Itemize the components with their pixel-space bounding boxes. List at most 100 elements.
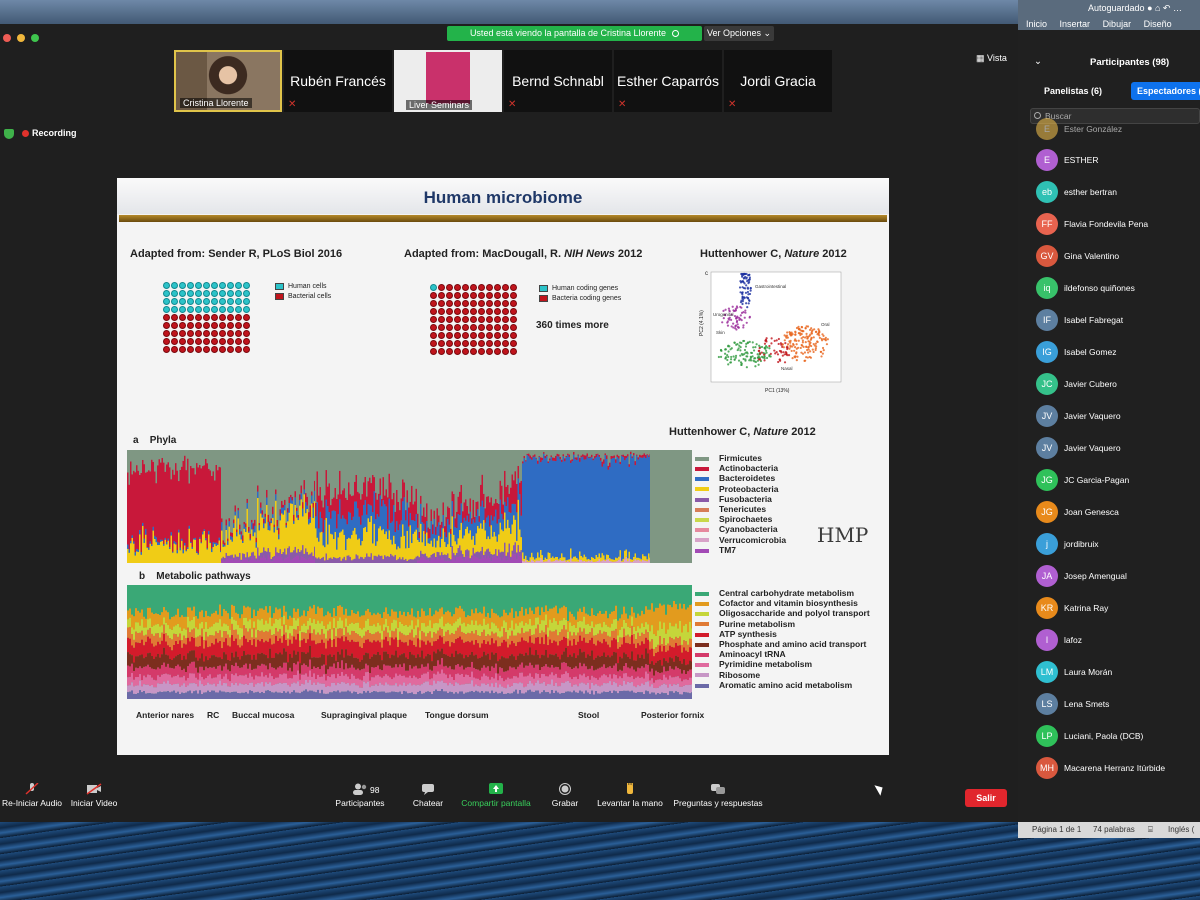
close-window-button[interactable] <box>3 34 11 42</box>
pathway-segment <box>169 585 172 620</box>
pathway-segment <box>349 655 352 668</box>
phyla-segment <box>339 450 341 471</box>
pathway-segment <box>219 641 222 658</box>
pathway-segment <box>507 684 510 694</box>
pathway-segment <box>237 613 240 626</box>
phyla-segment <box>128 450 131 485</box>
pca-point <box>739 301 743 304</box>
pathway-segment <box>177 585 180 609</box>
pathway-segment <box>329 686 332 693</box>
pathway-segment <box>213 677 216 684</box>
pathway-segment <box>563 618 566 626</box>
pathway-segment <box>421 650 424 665</box>
phyla-segment <box>299 494 301 501</box>
pathway-segment <box>575 666 578 677</box>
pathway-segment <box>373 691 376 699</box>
pathway-segment <box>137 632 140 643</box>
pathway-segment <box>219 690 222 699</box>
pathway-segment <box>567 645 570 658</box>
pathway-segment <box>563 585 566 606</box>
pathway-segment <box>285 640 288 652</box>
pathway-segment <box>333 608 336 619</box>
pathway-segment <box>395 585 398 612</box>
pathway-segment <box>243 625 246 636</box>
pathway-segment <box>595 669 598 679</box>
pathway-segment <box>305 633 308 643</box>
minimize-window-button[interactable] <box>17 34 25 42</box>
phyla-segment <box>288 502 291 513</box>
pathway-segment <box>555 653 558 667</box>
phyla-segment <box>311 495 313 504</box>
pathway-segment <box>389 637 392 646</box>
pathway-segment <box>511 654 514 668</box>
pathway-segment <box>195 637 198 647</box>
phyla-segment <box>160 539 162 542</box>
pathway-segment <box>469 691 472 699</box>
phyla-segment <box>257 491 259 498</box>
pathway-segment <box>205 685 208 693</box>
phyla-segment <box>615 450 617 460</box>
phyla-segment <box>264 523 267 551</box>
phyla-segment <box>331 510 334 535</box>
phyla-segment <box>139 529 141 535</box>
phyla-segment <box>314 554 316 563</box>
pathway-segment <box>419 585 422 617</box>
pathway-segment <box>347 655 350 669</box>
phyla-segment <box>275 450 277 490</box>
video-tile-jordi[interactable]: Jordi Gracia ✕ <box>724 50 832 112</box>
phyla-segment <box>630 561 632 563</box>
video-tile-cristina[interactable]: Cristina Llorente <box>174 50 282 112</box>
pathway-segment <box>277 609 280 620</box>
maximize-window-button[interactable] <box>31 34 39 42</box>
video-tile-liver-seminars[interactable]: Liver Seminars <box>394 50 502 112</box>
pathway-segment <box>467 692 470 699</box>
pathway-segment <box>415 657 418 666</box>
pathway-segment <box>477 691 480 699</box>
video-tile-ruben[interactable]: Rubén Francés ✕ <box>284 50 392 112</box>
pathway-segment <box>213 666 216 678</box>
cell-dot <box>486 348 493 355</box>
pca-point <box>734 354 738 358</box>
pathway-segment <box>415 585 418 618</box>
pathway-segment <box>599 610 602 624</box>
view-options-button[interactable]: Ver Opciones ⌄ <box>704 26 774 41</box>
phyla-segment <box>142 522 144 526</box>
pca-point <box>751 341 754 344</box>
pathway-segment <box>423 585 426 612</box>
phyla-segment <box>630 450 632 452</box>
phyla-segment <box>163 545 165 563</box>
pathway-segment <box>463 658 466 670</box>
phyla-segment <box>522 461 524 464</box>
phyla-segment <box>414 501 416 521</box>
view-layout-button[interactable]: ▦ Vista <box>976 53 1007 63</box>
pathway-segment <box>295 620 298 630</box>
pathway-segment <box>537 673 540 681</box>
pca-point <box>765 356 769 360</box>
phyla-segment <box>622 561 625 563</box>
phyla-segment <box>576 457 578 460</box>
pathway-segment <box>223 609 226 624</box>
pathway-segment <box>233 619 236 630</box>
pathway-segment <box>151 693 154 699</box>
pca-group-label: Oral <box>821 322 830 327</box>
pathway-segment <box>571 679 574 687</box>
phyla-segment <box>303 494 306 554</box>
video-tile-bernd[interactable]: Bernd Schnabl ✕ <box>504 50 612 112</box>
pathway-segment <box>365 610 368 621</box>
pathway-segment <box>423 641 426 659</box>
pathway-segment <box>525 585 528 609</box>
phyla-segment <box>306 450 309 497</box>
phyla-segment <box>287 548 289 557</box>
pathway-segment <box>253 585 256 610</box>
pca-point <box>790 349 793 353</box>
recording-indicator[interactable]: Recording <box>22 128 77 138</box>
pca-point <box>728 310 731 313</box>
pathway-segment <box>413 616 416 630</box>
video-tile-esther[interactable]: Esther Caparrós ✕ <box>614 50 722 112</box>
cell-dot <box>462 292 469 299</box>
phyla-segment <box>388 473 391 499</box>
phyla-segment <box>303 553 306 559</box>
phyla-segment <box>352 495 355 517</box>
pca-point <box>786 336 789 339</box>
pca-point <box>747 302 750 305</box>
